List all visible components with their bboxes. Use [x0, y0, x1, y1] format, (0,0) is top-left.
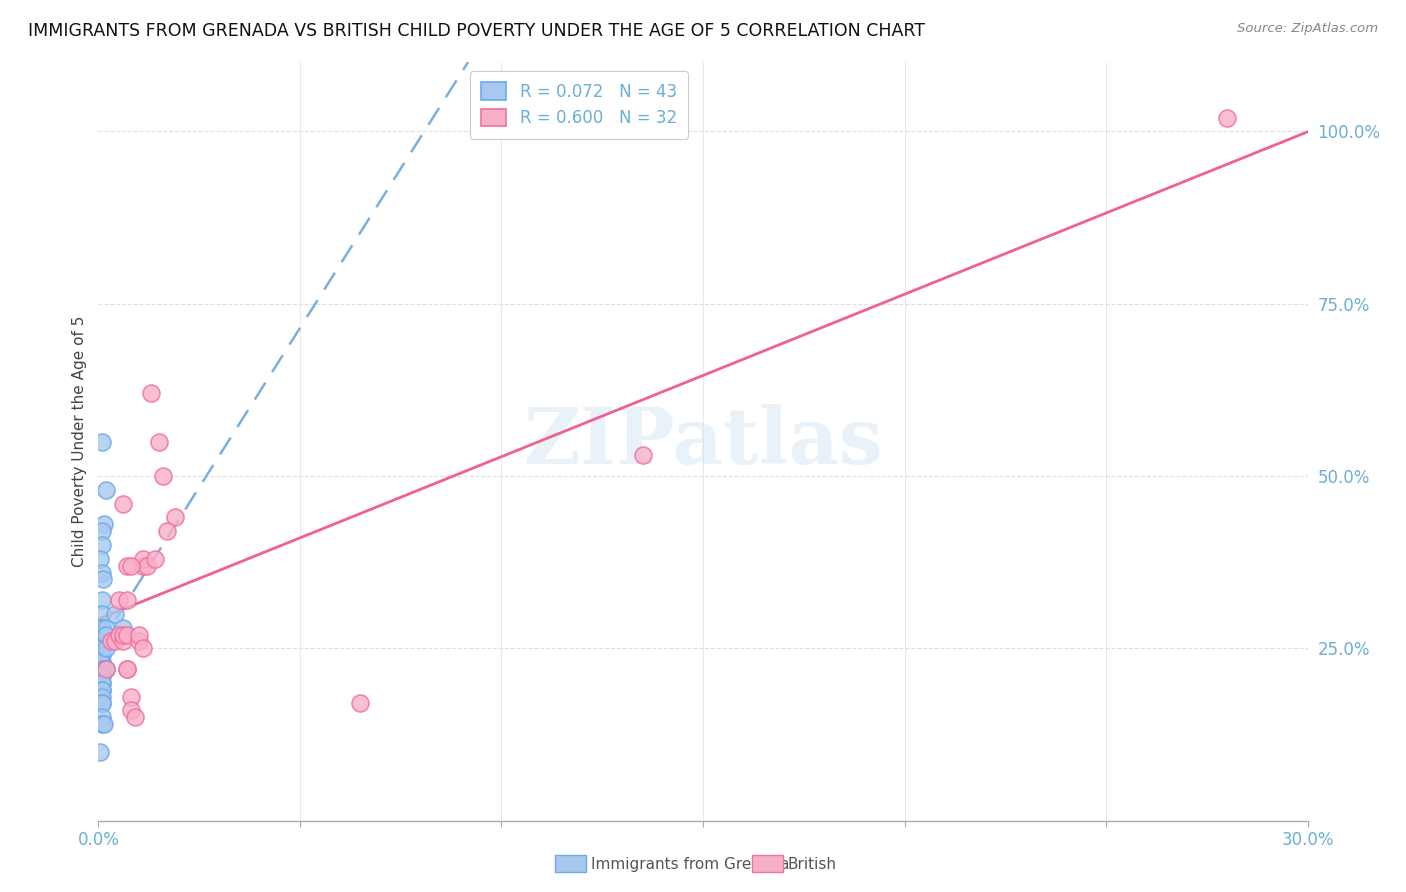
- Point: [96, 662, 118, 676]
- Point: [91, 675, 114, 690]
- Point: [90, 655, 112, 669]
- Text: IMMIGRANTS FROM GRENADA VS BRITISH CHILD POVERTY UNDER THE AGE OF 5 CORRELATION : IMMIGRANTS FROM GRENADA VS BRITISH CHILD…: [28, 22, 925, 40]
- Point: [91, 641, 114, 656]
- Point: [91, 697, 114, 711]
- Point: [91, 690, 114, 704]
- Point: [96, 641, 118, 656]
- Point: [91, 524, 114, 538]
- Point: [163, 510, 186, 524]
- Point: [91, 634, 114, 648]
- Point: [103, 607, 125, 621]
- Point: [93, 662, 115, 676]
- Point: [148, 434, 170, 449]
- Text: Source: ZipAtlas.com: Source: ZipAtlas.com: [1237, 22, 1378, 36]
- Point: [91, 593, 114, 607]
- Point: [91, 621, 114, 635]
- Point: [111, 634, 134, 648]
- Point: [91, 648, 114, 663]
- Text: ZIPatlas: ZIPatlas: [523, 403, 883, 480]
- Point: [96, 662, 118, 676]
- Point: [103, 634, 125, 648]
- Point: [91, 634, 114, 648]
- Point: [107, 627, 129, 641]
- Point: [631, 448, 654, 462]
- Point: [120, 690, 142, 704]
- Point: [100, 634, 122, 648]
- Point: [91, 710, 114, 724]
- Point: [139, 386, 162, 401]
- Point: [91, 669, 114, 683]
- Point: [111, 627, 134, 641]
- Point: [91, 682, 114, 697]
- Point: [91, 627, 114, 641]
- Point: [89, 551, 111, 566]
- Point: [124, 710, 146, 724]
- Point: [120, 703, 142, 717]
- Point: [91, 538, 114, 552]
- Point: [91, 573, 114, 587]
- Point: [132, 558, 155, 573]
- Point: [91, 621, 114, 635]
- Legend: R = 0.072   N = 43, R = 0.600   N = 32: R = 0.072 N = 43, R = 0.600 N = 32: [470, 70, 689, 139]
- Point: [91, 717, 114, 731]
- Point: [1216, 111, 1239, 125]
- Point: [152, 469, 174, 483]
- Point: [91, 655, 114, 669]
- Point: [132, 641, 155, 656]
- Point: [89, 745, 111, 759]
- Point: [96, 662, 118, 676]
- Point: [96, 627, 118, 641]
- Point: [91, 641, 114, 656]
- Point: [90, 607, 112, 621]
- Point: [91, 627, 114, 641]
- Point: [132, 551, 155, 566]
- Point: [96, 621, 118, 635]
- Point: [91, 675, 114, 690]
- Text: Immigrants from Grenada: Immigrants from Grenada: [591, 857, 789, 871]
- Point: [349, 697, 371, 711]
- Point: [96, 483, 118, 497]
- Point: [143, 551, 166, 566]
- Point: [135, 558, 157, 573]
- Point: [90, 566, 112, 580]
- Point: [115, 593, 138, 607]
- Point: [128, 627, 150, 641]
- Point: [91, 697, 114, 711]
- Point: [120, 558, 142, 573]
- Point: [128, 634, 150, 648]
- Point: [93, 717, 115, 731]
- Point: [111, 621, 134, 635]
- Point: [115, 662, 138, 676]
- Point: [91, 682, 114, 697]
- Point: [115, 662, 138, 676]
- Point: [156, 524, 179, 538]
- Point: [107, 593, 129, 607]
- Text: British: British: [787, 857, 837, 871]
- Point: [93, 517, 115, 532]
- Y-axis label: Child Poverty Under the Age of 5: Child Poverty Under the Age of 5: [72, 316, 87, 567]
- Point: [115, 627, 138, 641]
- Point: [91, 434, 114, 449]
- Point: [91, 662, 114, 676]
- Point: [115, 558, 138, 573]
- Point: [111, 497, 134, 511]
- Point: [89, 634, 111, 648]
